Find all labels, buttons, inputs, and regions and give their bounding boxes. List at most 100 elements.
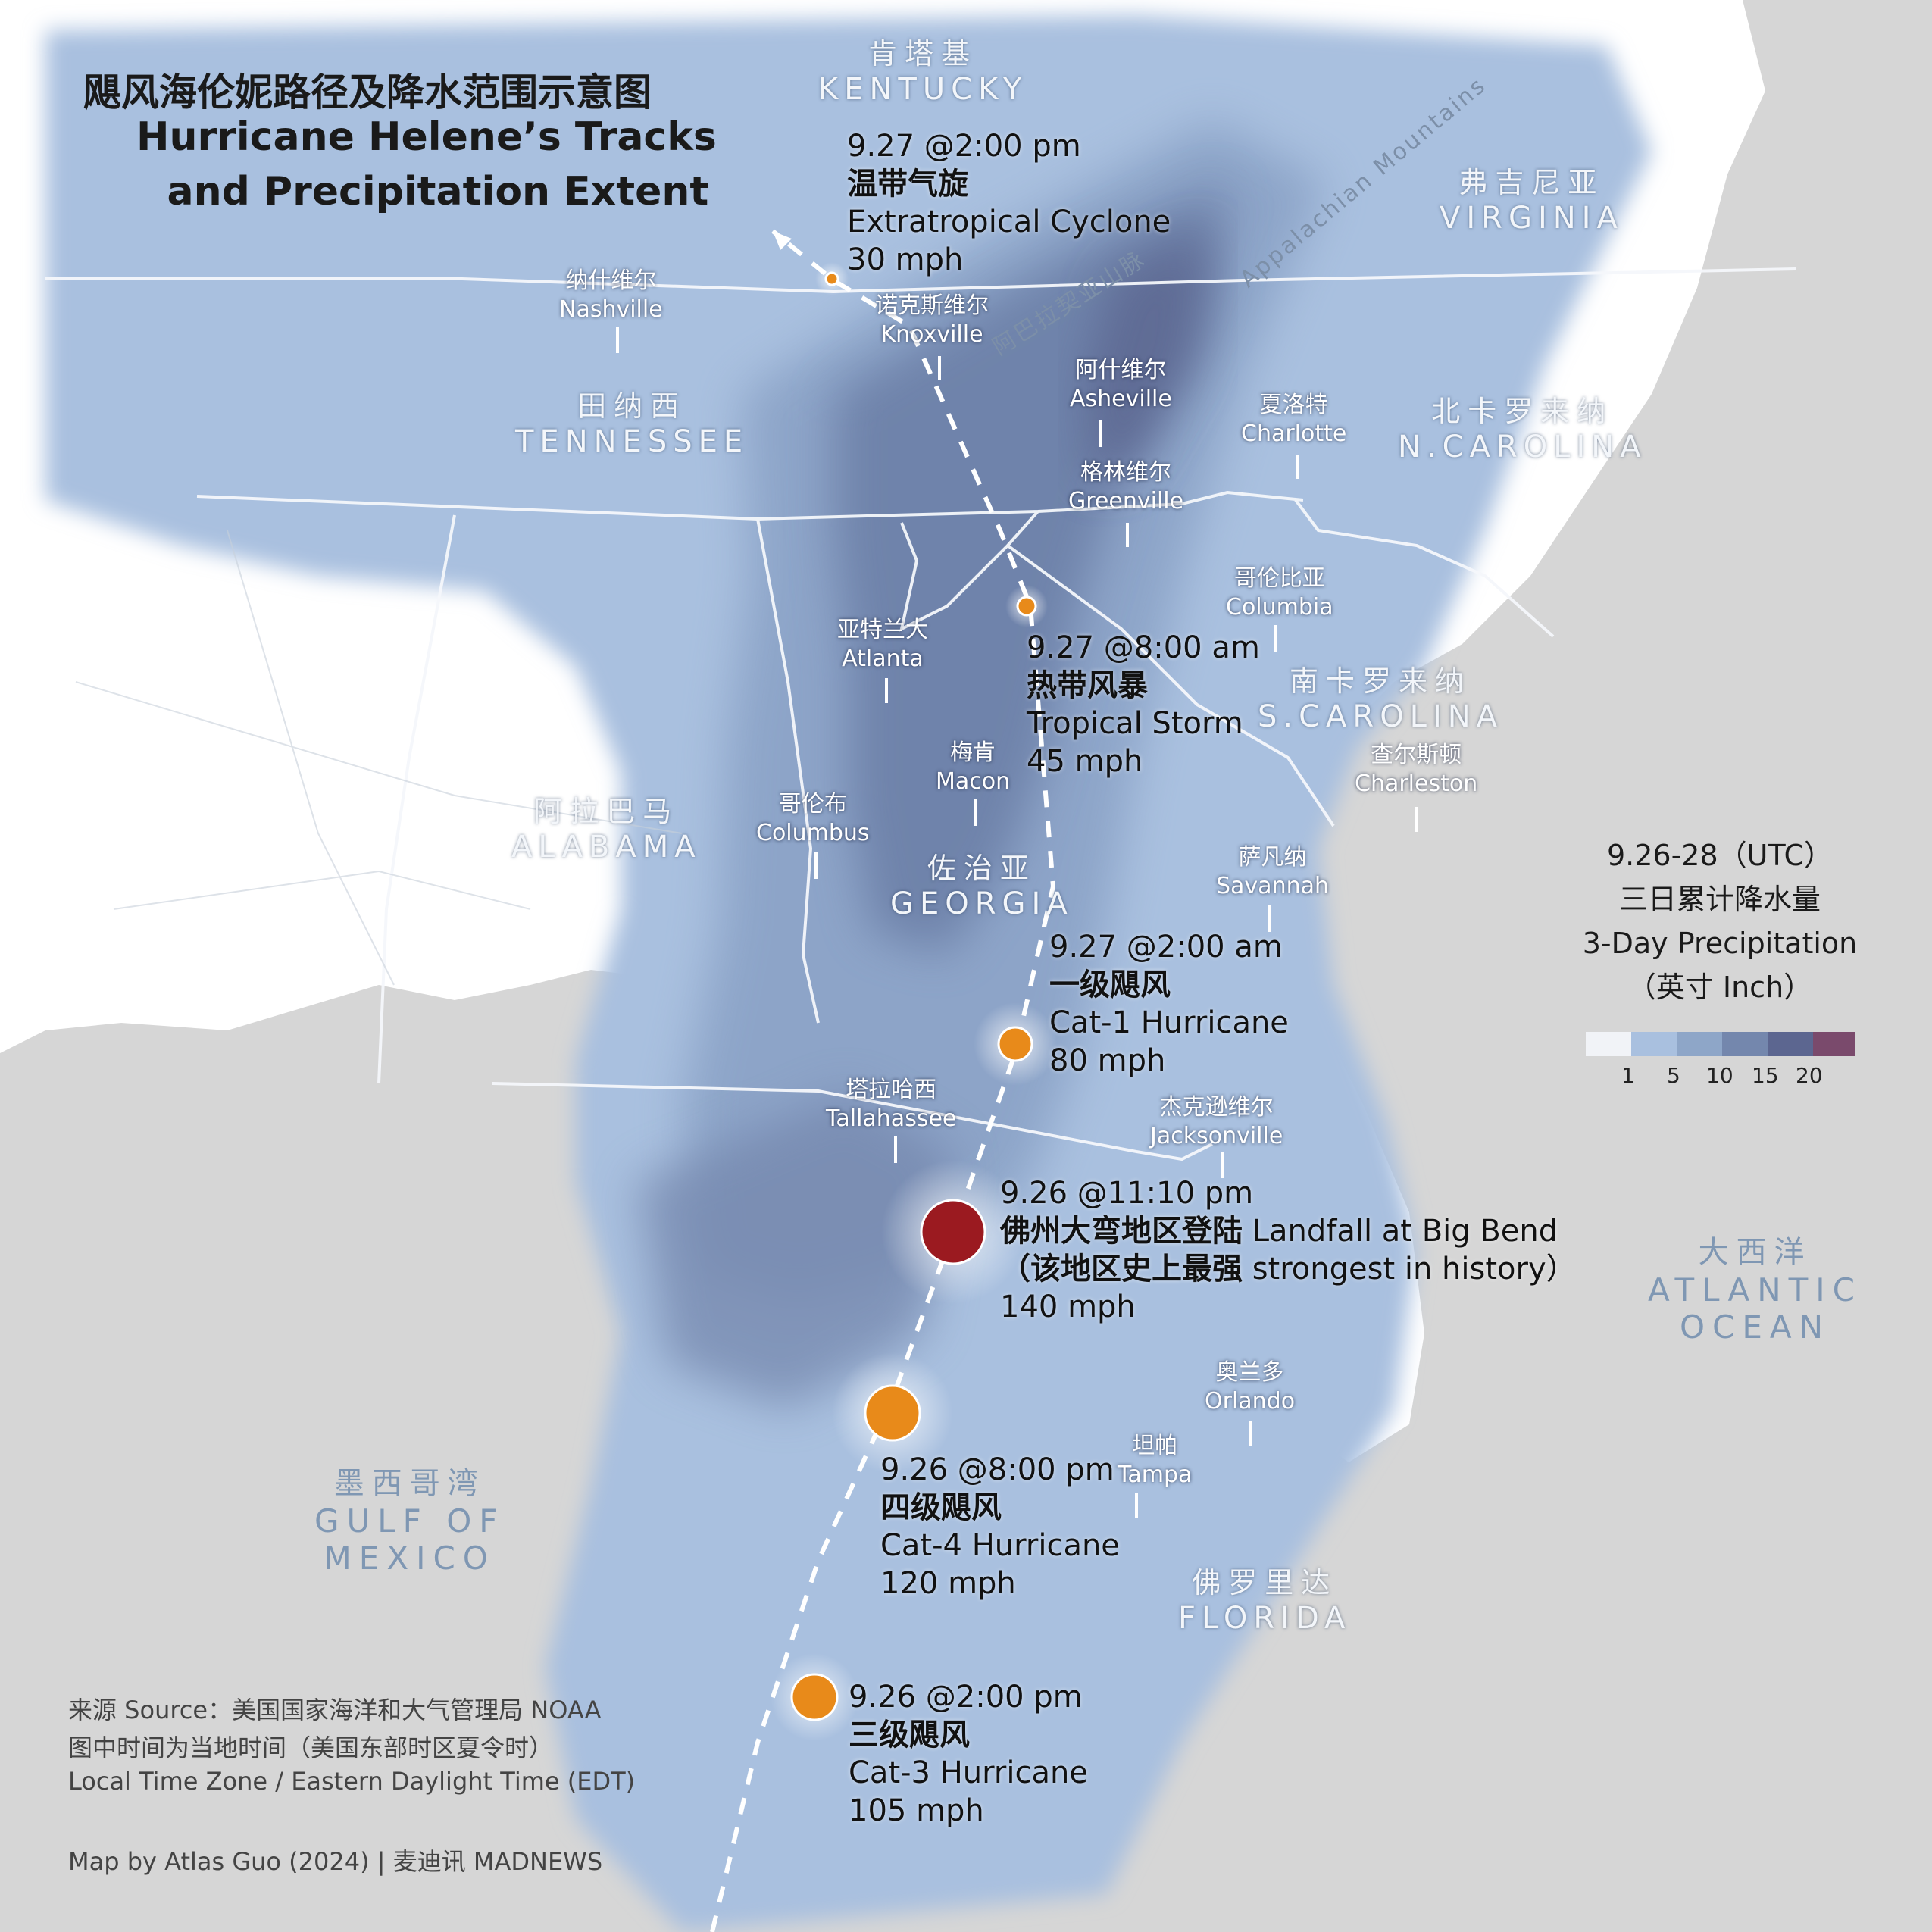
city-ticks <box>616 327 1418 1518</box>
city-name-cn: 哥伦比亚 <box>1233 565 1325 592</box>
state-label-tennessee: 田纳西 TENNESSEE <box>515 383 749 459</box>
storm-speed: 105 mph <box>849 1793 984 1828</box>
city-charleston: 查尔斯顿 Charleston <box>1355 741 1477 799</box>
landfall-hurricane-icon <box>920 1199 986 1265</box>
city-name-en: Knoxville <box>880 321 983 348</box>
state-name-en: S.CAROLINA <box>1258 699 1504 734</box>
storm-category-en: Landfall at Big Bend <box>1252 1214 1558 1249</box>
state-name-en: KENTUCKY <box>818 72 1028 107</box>
city-name-cn: 夏洛特 <box>1259 392 1328 418</box>
storm-note-cn: （该地区史上最强 <box>1000 1252 1243 1286</box>
legend-unit: （英寸 Inch） <box>1627 971 1813 1004</box>
legend: 9.26-28（UTC） 三日累计降水量 3-Day Precipitation… <box>1561 833 1879 1009</box>
hurricane-track <box>710 229 1056 1932</box>
state-label-south-carolina: 南卡罗来纳 S.CAROLINA <box>1258 658 1503 734</box>
sea-name-cn: 大西洋 <box>1698 1235 1812 1270</box>
city-name-en: Tampa <box>1118 1462 1193 1488</box>
track-point-5[interactable] <box>1005 585 1048 627</box>
sea-name-en: ATLANTIC <box>1648 1271 1863 1308</box>
city-name-cn: 格林维尔 <box>1080 459 1172 486</box>
city-name-en: Greenville <box>1068 488 1184 514</box>
city-knoxville: 诺克斯维尔 Knoxville <box>875 292 989 349</box>
city-name-cn: 杰克逊维尔 <box>1159 1094 1274 1121</box>
city-name-en: Savannah <box>1216 873 1329 899</box>
state-name-en: VIRGINIA <box>1440 201 1624 236</box>
legend-colorbar <box>1586 1032 1855 1056</box>
city-jacksonville: 杰克逊维尔 Jacksonville <box>1150 1093 1283 1151</box>
city-name-en: Macon <box>936 768 1011 795</box>
state-name-cn: 佛罗里达 <box>1192 1566 1338 1599</box>
storm-time: 9.26 @8:00 pm <box>880 1452 1114 1487</box>
sea-label-gulf-of-mexico: 墨西哥湾 GULF OF MEXICO <box>314 1458 505 1577</box>
legend-swatch <box>1813 1032 1855 1056</box>
city-name-en: Nashville <box>559 296 663 323</box>
storm-category-cn: 四级飓风 <box>880 1490 1002 1525</box>
storm-speed: 45 mph <box>1027 744 1143 779</box>
storm-time: 9.26 @11:10 pm <box>1000 1176 1254 1211</box>
city-name-en: Columbia <box>1226 594 1333 621</box>
state-name-cn: 弗吉尼亚 <box>1458 166 1605 199</box>
legend-title-cn: 三日累计降水量 <box>1618 883 1821 916</box>
storm-category-cn: 佛州大弯地区登陆 <box>1000 1214 1243 1249</box>
track-arrow-icon <box>773 231 792 250</box>
state-label-kentucky: 肯塔基 KENTUCKY <box>818 30 1027 107</box>
storm-label-cat1: 9.27 @2:00 am 一级飓风 Cat-1 Hurricane 80 mp… <box>1049 928 1289 1080</box>
storm-label-tropical-storm: 9.27 @8:00 am 热带风暴 Tropical Storm 45 mph <box>1027 629 1260 780</box>
legend-swatch <box>1768 1032 1813 1056</box>
storm-category-en: Tropical Storm <box>1027 706 1243 741</box>
map-title-cn: 飓风海伦妮路径及降水范围示意图 <box>83 70 652 114</box>
city-atlanta: 亚特兰大 Atlanta <box>837 616 928 674</box>
storm-label-landfall: 9.26 @11:10 pm 佛州大弯地区登陆 Landfall at Big … <box>1000 1174 1577 1326</box>
sea-name-en: MEXICO <box>324 1540 496 1577</box>
state-name-en: ALABAMA <box>511 830 702 864</box>
map-title-en-line2: and Precipitation Extent <box>167 169 709 214</box>
sea-name-en: OCEAN <box>1679 1308 1831 1346</box>
state-name-cn: 南卡罗来纳 <box>1290 664 1472 698</box>
city-columbia: 哥伦比亚 Columbia <box>1226 564 1333 622</box>
city-name-cn: 哥伦布 <box>778 791 847 818</box>
storm-category-en: Cat-4 Hurricane <box>880 1528 1120 1563</box>
city-name-en: Atlanta <box>842 646 924 672</box>
state-name-en: GEORGIA <box>890 886 1074 921</box>
map-title-en-line1: Hurricane Helene’s Tracks <box>136 114 717 160</box>
track-point-4[interactable] <box>974 1002 1057 1086</box>
state-name-cn: 阿拉巴马 <box>533 795 680 828</box>
city-name-cn: 坦帕 <box>1132 1433 1178 1459</box>
city-name-en: Jacksonville <box>1150 1123 1283 1149</box>
city-asheville: 阿什维尔 Asheville <box>1070 356 1172 414</box>
storm-speed: 120 mph <box>880 1566 1016 1601</box>
track-point-1[interactable] <box>771 1653 858 1741</box>
road-network <box>75 530 683 986</box>
city-name-cn: 萨凡纳 <box>1238 844 1307 871</box>
track-point-6[interactable] <box>815 262 849 295</box>
state-label-florida: 佛罗里达 FLORIDA <box>1178 1559 1351 1636</box>
city-name-cn: 诺克斯维尔 <box>875 292 989 319</box>
legend-title-en: 3-Day Precipitation <box>1582 927 1858 960</box>
precip-max <box>1083 227 1212 485</box>
state-name-cn: 佐治亚 <box>927 852 1036 885</box>
city-orlando: 奥兰多 Orlando <box>1205 1358 1295 1416</box>
map-title-en: Hurricane Helene’s Tracks and Precipitat… <box>136 110 717 219</box>
state-name-cn: 北卡罗来纳 <box>1431 395 1614 428</box>
storm-category-en: Extratropical Cyclone <box>847 205 1171 239</box>
legend-swatch <box>1586 1032 1631 1056</box>
city-name-en: Columbus <box>756 820 870 846</box>
city-name-cn: 梅肯 <box>950 739 996 766</box>
sea-name-cn: 墨西哥湾 <box>333 1466 486 1501</box>
state-name-en: N.CAROLINA <box>1398 430 1647 464</box>
storm-time: 9.27 @2:00 pm <box>847 129 1081 164</box>
source-line-2: 图中时间为当地时间（美国东部时区夏令时） <box>68 1733 554 1762</box>
storm-speed: 80 mph <box>1049 1043 1166 1078</box>
track-point-3[interactable] <box>881 1160 1025 1304</box>
storm-speed: 140 mph <box>1000 1290 1136 1324</box>
legend-date: 9.26-28（UTC） <box>1606 839 1833 872</box>
legend-swatch <box>1677 1032 1722 1056</box>
legend-tick: 20 <box>1796 1063 1823 1088</box>
state-borders <box>45 267 1796 1161</box>
storm-time: 9.27 @8:00 am <box>1027 630 1260 665</box>
precip-gulf <box>636 1091 955 1409</box>
state-label-north-carolina: 北卡罗来纳 N.CAROLINA <box>1398 388 1647 464</box>
track-point-2[interactable] <box>832 1352 953 1474</box>
storm-category-en: Cat-3 Hurricane <box>849 1755 1088 1790</box>
